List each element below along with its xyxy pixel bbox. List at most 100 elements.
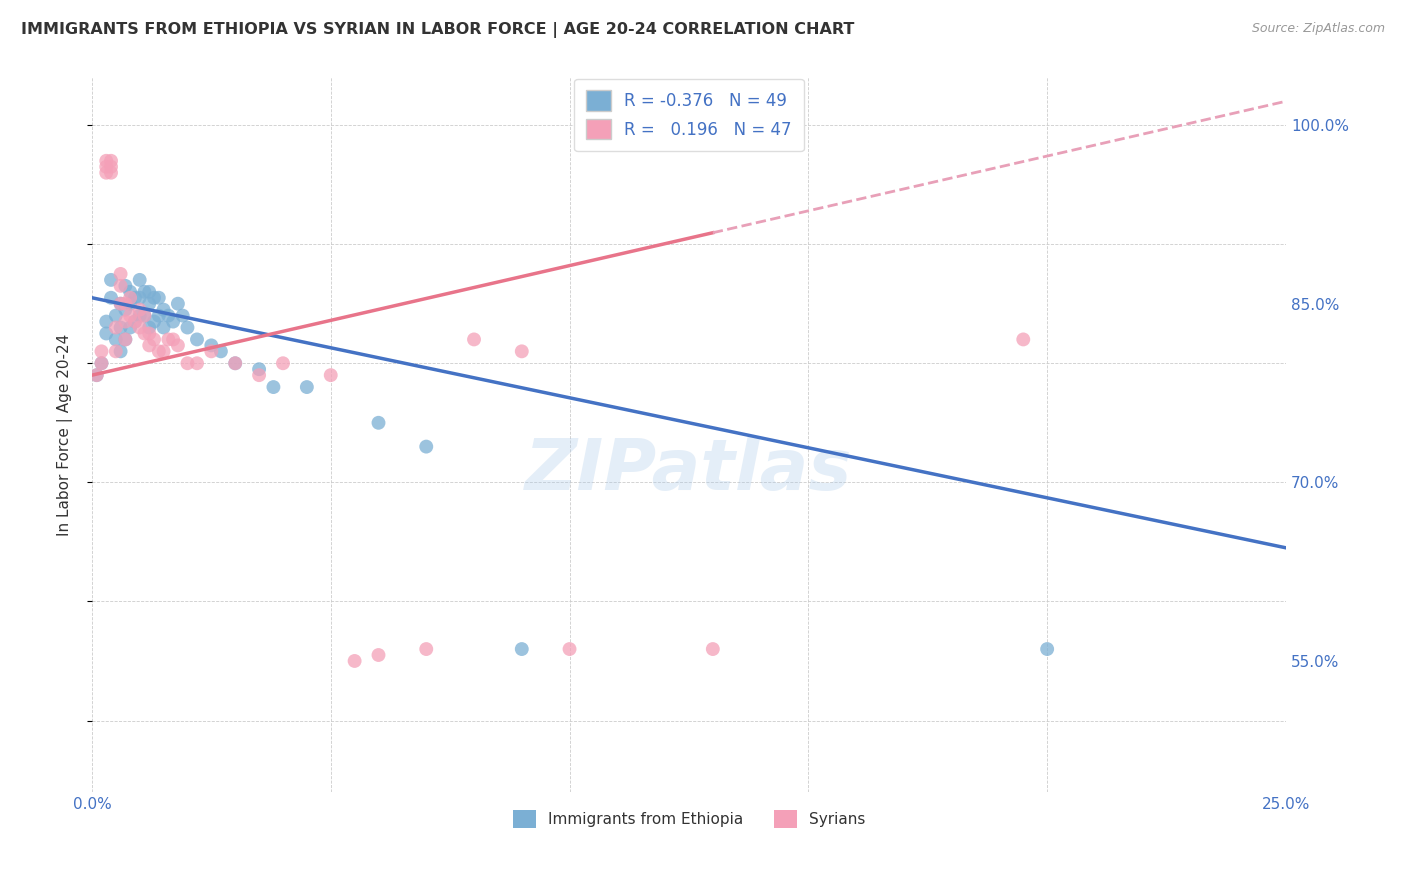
Point — [124, 315, 146, 329]
Point — [138, 338, 160, 352]
Point — [157, 333, 180, 347]
Legend: Immigrants from Ethiopia, Syrians: Immigrants from Ethiopia, Syrians — [506, 804, 872, 834]
Point — [90, 344, 112, 359]
Point — [157, 309, 180, 323]
Point — [367, 648, 389, 662]
Point — [114, 315, 136, 329]
Point — [295, 380, 318, 394]
Y-axis label: In Labor Force | Age 20-24: In Labor Force | Age 20-24 — [58, 334, 73, 536]
Point — [100, 291, 122, 305]
Point — [510, 642, 533, 657]
Point — [143, 333, 166, 347]
Point — [86, 368, 108, 383]
Point — [138, 296, 160, 310]
Point — [110, 320, 132, 334]
Point — [128, 273, 150, 287]
Point — [100, 166, 122, 180]
Point — [152, 344, 174, 359]
Point — [120, 320, 142, 334]
Point — [200, 338, 222, 352]
Point — [90, 356, 112, 370]
Point — [186, 333, 208, 347]
Point — [96, 326, 118, 341]
Point — [138, 326, 160, 341]
Point — [162, 333, 184, 347]
Point — [167, 338, 190, 352]
Point — [148, 291, 170, 305]
Point — [558, 642, 581, 657]
Point — [262, 380, 284, 394]
Point — [114, 302, 136, 317]
Point — [96, 166, 118, 180]
Point — [247, 362, 270, 376]
Point — [104, 344, 127, 359]
Text: Source: ZipAtlas.com: Source: ZipAtlas.com — [1251, 22, 1385, 36]
Point — [96, 153, 118, 168]
Point — [148, 309, 170, 323]
Point — [114, 333, 136, 347]
Point — [148, 344, 170, 359]
Point — [86, 368, 108, 383]
Point — [100, 160, 122, 174]
Point — [167, 296, 190, 310]
Point — [186, 356, 208, 370]
Point — [271, 356, 294, 370]
Point — [367, 416, 389, 430]
Point — [200, 344, 222, 359]
Point — [114, 333, 136, 347]
Point — [138, 320, 160, 334]
Point — [134, 285, 156, 299]
Point — [224, 356, 246, 370]
Point — [120, 291, 142, 305]
Point — [110, 296, 132, 310]
Point — [176, 356, 198, 370]
Point — [90, 356, 112, 370]
Point — [124, 291, 146, 305]
Point — [143, 291, 166, 305]
Point — [415, 440, 437, 454]
Point — [1012, 333, 1035, 347]
Point — [100, 273, 122, 287]
Point — [134, 326, 156, 341]
Point — [128, 309, 150, 323]
Point — [120, 285, 142, 299]
Text: IMMIGRANTS FROM ETHIOPIA VS SYRIAN IN LABOR FORCE | AGE 20-24 CORRELATION CHART: IMMIGRANTS FROM ETHIOPIA VS SYRIAN IN LA… — [21, 22, 855, 38]
Point — [1036, 642, 1059, 657]
Point — [415, 642, 437, 657]
Point — [104, 333, 127, 347]
Point — [120, 309, 142, 323]
Point — [124, 315, 146, 329]
Point — [128, 302, 150, 317]
Point — [134, 309, 156, 323]
Point — [96, 315, 118, 329]
Point — [138, 285, 160, 299]
Point — [110, 296, 132, 310]
Point — [114, 278, 136, 293]
Point — [128, 320, 150, 334]
Point — [143, 315, 166, 329]
Text: ZIPatlas: ZIPatlas — [526, 436, 852, 505]
Point — [209, 344, 232, 359]
Point — [96, 160, 118, 174]
Point — [110, 267, 132, 281]
Point — [100, 153, 122, 168]
Point — [343, 654, 366, 668]
Point — [152, 320, 174, 334]
Point — [224, 356, 246, 370]
Point — [128, 291, 150, 305]
Point — [134, 309, 156, 323]
Point — [152, 302, 174, 317]
Point — [702, 642, 724, 657]
Point — [463, 333, 485, 347]
Point — [176, 320, 198, 334]
Point — [319, 368, 342, 383]
Point — [110, 344, 132, 359]
Point — [510, 344, 533, 359]
Point — [247, 368, 270, 383]
Point — [172, 309, 194, 323]
Point — [120, 296, 142, 310]
Point — [114, 296, 136, 310]
Point — [162, 315, 184, 329]
Point — [104, 320, 127, 334]
Point — [110, 278, 132, 293]
